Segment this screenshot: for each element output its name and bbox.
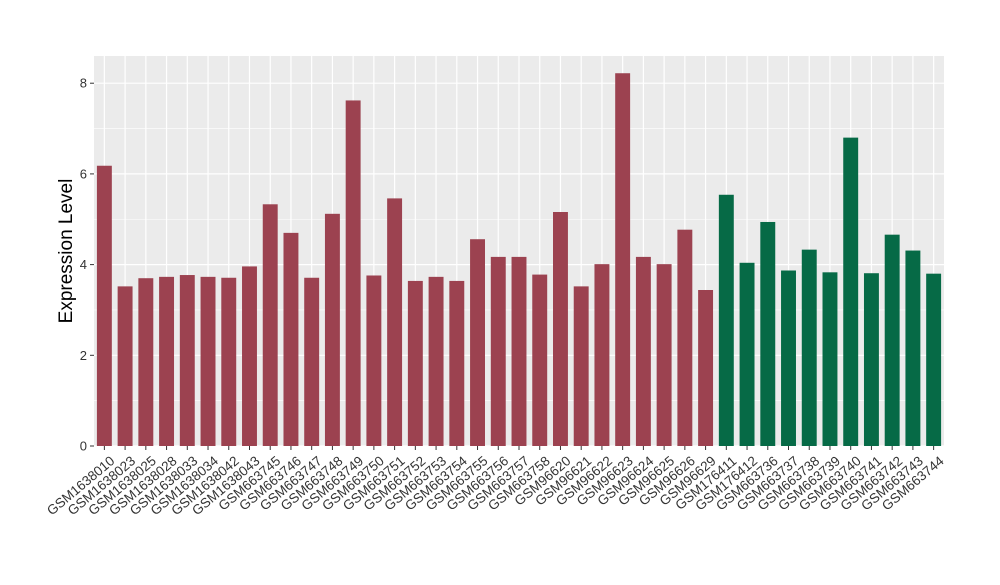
- bar-GSM1638025: [138, 278, 154, 446]
- y-tick-label: 2: [80, 348, 87, 363]
- bar-GSM96621: [573, 286, 589, 446]
- y-tick-label: 0: [80, 439, 87, 454]
- bar-GSM176412: [739, 262, 755, 446]
- bar-GSM663752: [407, 280, 423, 446]
- bar-GSM96622: [594, 264, 610, 446]
- bar-GSM663748: [324, 213, 340, 446]
- bar-GSM96620: [553, 212, 568, 446]
- bar-GSM663740: [843, 137, 859, 446]
- bar-GSM663738: [801, 249, 817, 446]
- y-tick-label: 6: [80, 166, 87, 181]
- bar-GSM96626: [677, 229, 693, 446]
- bar-GSM663745: [262, 204, 278, 446]
- bar-GSM663736: [760, 221, 776, 446]
- bar-GSM663754: [449, 280, 465, 446]
- bars: [96, 73, 942, 447]
- bar-GSM96629: [698, 290, 714, 446]
- bar-GSM96623: [615, 73, 631, 447]
- bar-GSM1638028: [159, 276, 175, 446]
- bar-GSM663739: [822, 272, 838, 446]
- bar-GSM176411: [718, 194, 734, 446]
- bar-GSM1638034: [200, 276, 216, 446]
- bar-GSM1638010: [96, 165, 112, 446]
- bar-GSM663749: [345, 100, 361, 446]
- bar-GSM96625: [656, 264, 672, 446]
- bar-GSM1638033: [179, 275, 195, 446]
- bar-GSM663753: [428, 276, 444, 446]
- bar-GSM663747: [304, 277, 320, 446]
- bar-GSM663746: [283, 232, 299, 446]
- bar-GSM96624: [635, 256, 651, 446]
- y-axis: 0 2 4 6 8: [80, 76, 94, 454]
- y-tick-label: 8: [80, 76, 87, 91]
- bar-GSM663737: [781, 270, 796, 446]
- bar-GSM663743: [905, 250, 921, 446]
- bar-GSM663741: [863, 273, 879, 446]
- bar-GSM1638042: [221, 277, 237, 446]
- y-tick-label: 4: [80, 257, 87, 272]
- bar-GSM663750: [366, 275, 382, 446]
- bar-GSM663744: [926, 273, 942, 446]
- bar-GSM663758: [532, 274, 548, 446]
- bar-GSM1638043: [242, 266, 257, 446]
- bar-GSM663742: [884, 234, 900, 446]
- bar-GSM663757: [511, 256, 527, 446]
- x-axis: GSM1638010GSM1638023GSM1638025GSM1638028…: [44, 446, 947, 518]
- bar-GSM663755: [470, 239, 485, 446]
- y-axis-label: Expression Level: [56, 179, 77, 324]
- bar-GSM663751: [387, 198, 403, 446]
- bar-GSM663756: [490, 256, 506, 446]
- bar-GSM1638023: [117, 286, 133, 446]
